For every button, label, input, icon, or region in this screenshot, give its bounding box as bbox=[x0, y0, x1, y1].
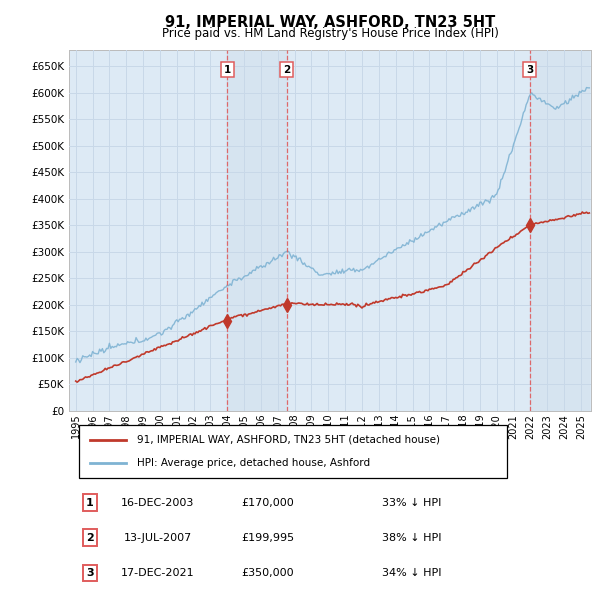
Text: 1: 1 bbox=[224, 65, 231, 75]
Text: £350,000: £350,000 bbox=[241, 568, 293, 578]
Text: 16-DEC-2003: 16-DEC-2003 bbox=[121, 497, 194, 507]
Text: 34% ↓ HPI: 34% ↓ HPI bbox=[382, 568, 442, 578]
Text: 38% ↓ HPI: 38% ↓ HPI bbox=[382, 533, 442, 543]
Text: 1: 1 bbox=[86, 497, 94, 507]
Text: £170,000: £170,000 bbox=[241, 497, 294, 507]
Text: £199,995: £199,995 bbox=[241, 533, 294, 543]
FancyBboxPatch shape bbox=[79, 425, 508, 478]
Text: 13-JUL-2007: 13-JUL-2007 bbox=[124, 533, 192, 543]
Text: 2: 2 bbox=[86, 533, 94, 543]
Text: 3: 3 bbox=[86, 568, 94, 578]
Bar bbox=[227, 50, 287, 411]
Text: 33% ↓ HPI: 33% ↓ HPI bbox=[382, 497, 442, 507]
Text: 3: 3 bbox=[526, 65, 533, 75]
Bar bbox=[530, 50, 589, 411]
Text: 2: 2 bbox=[283, 65, 290, 75]
Text: Price paid vs. HM Land Registry's House Price Index (HPI): Price paid vs. HM Land Registry's House … bbox=[161, 27, 499, 40]
Text: HPI: Average price, detached house, Ashford: HPI: Average price, detached house, Ashf… bbox=[137, 458, 370, 468]
Text: 91, IMPERIAL WAY, ASHFORD, TN23 5HT (detached house): 91, IMPERIAL WAY, ASHFORD, TN23 5HT (det… bbox=[137, 435, 440, 445]
Text: 17-DEC-2021: 17-DEC-2021 bbox=[121, 568, 194, 578]
Text: 91, IMPERIAL WAY, ASHFORD, TN23 5HT: 91, IMPERIAL WAY, ASHFORD, TN23 5HT bbox=[165, 15, 495, 30]
